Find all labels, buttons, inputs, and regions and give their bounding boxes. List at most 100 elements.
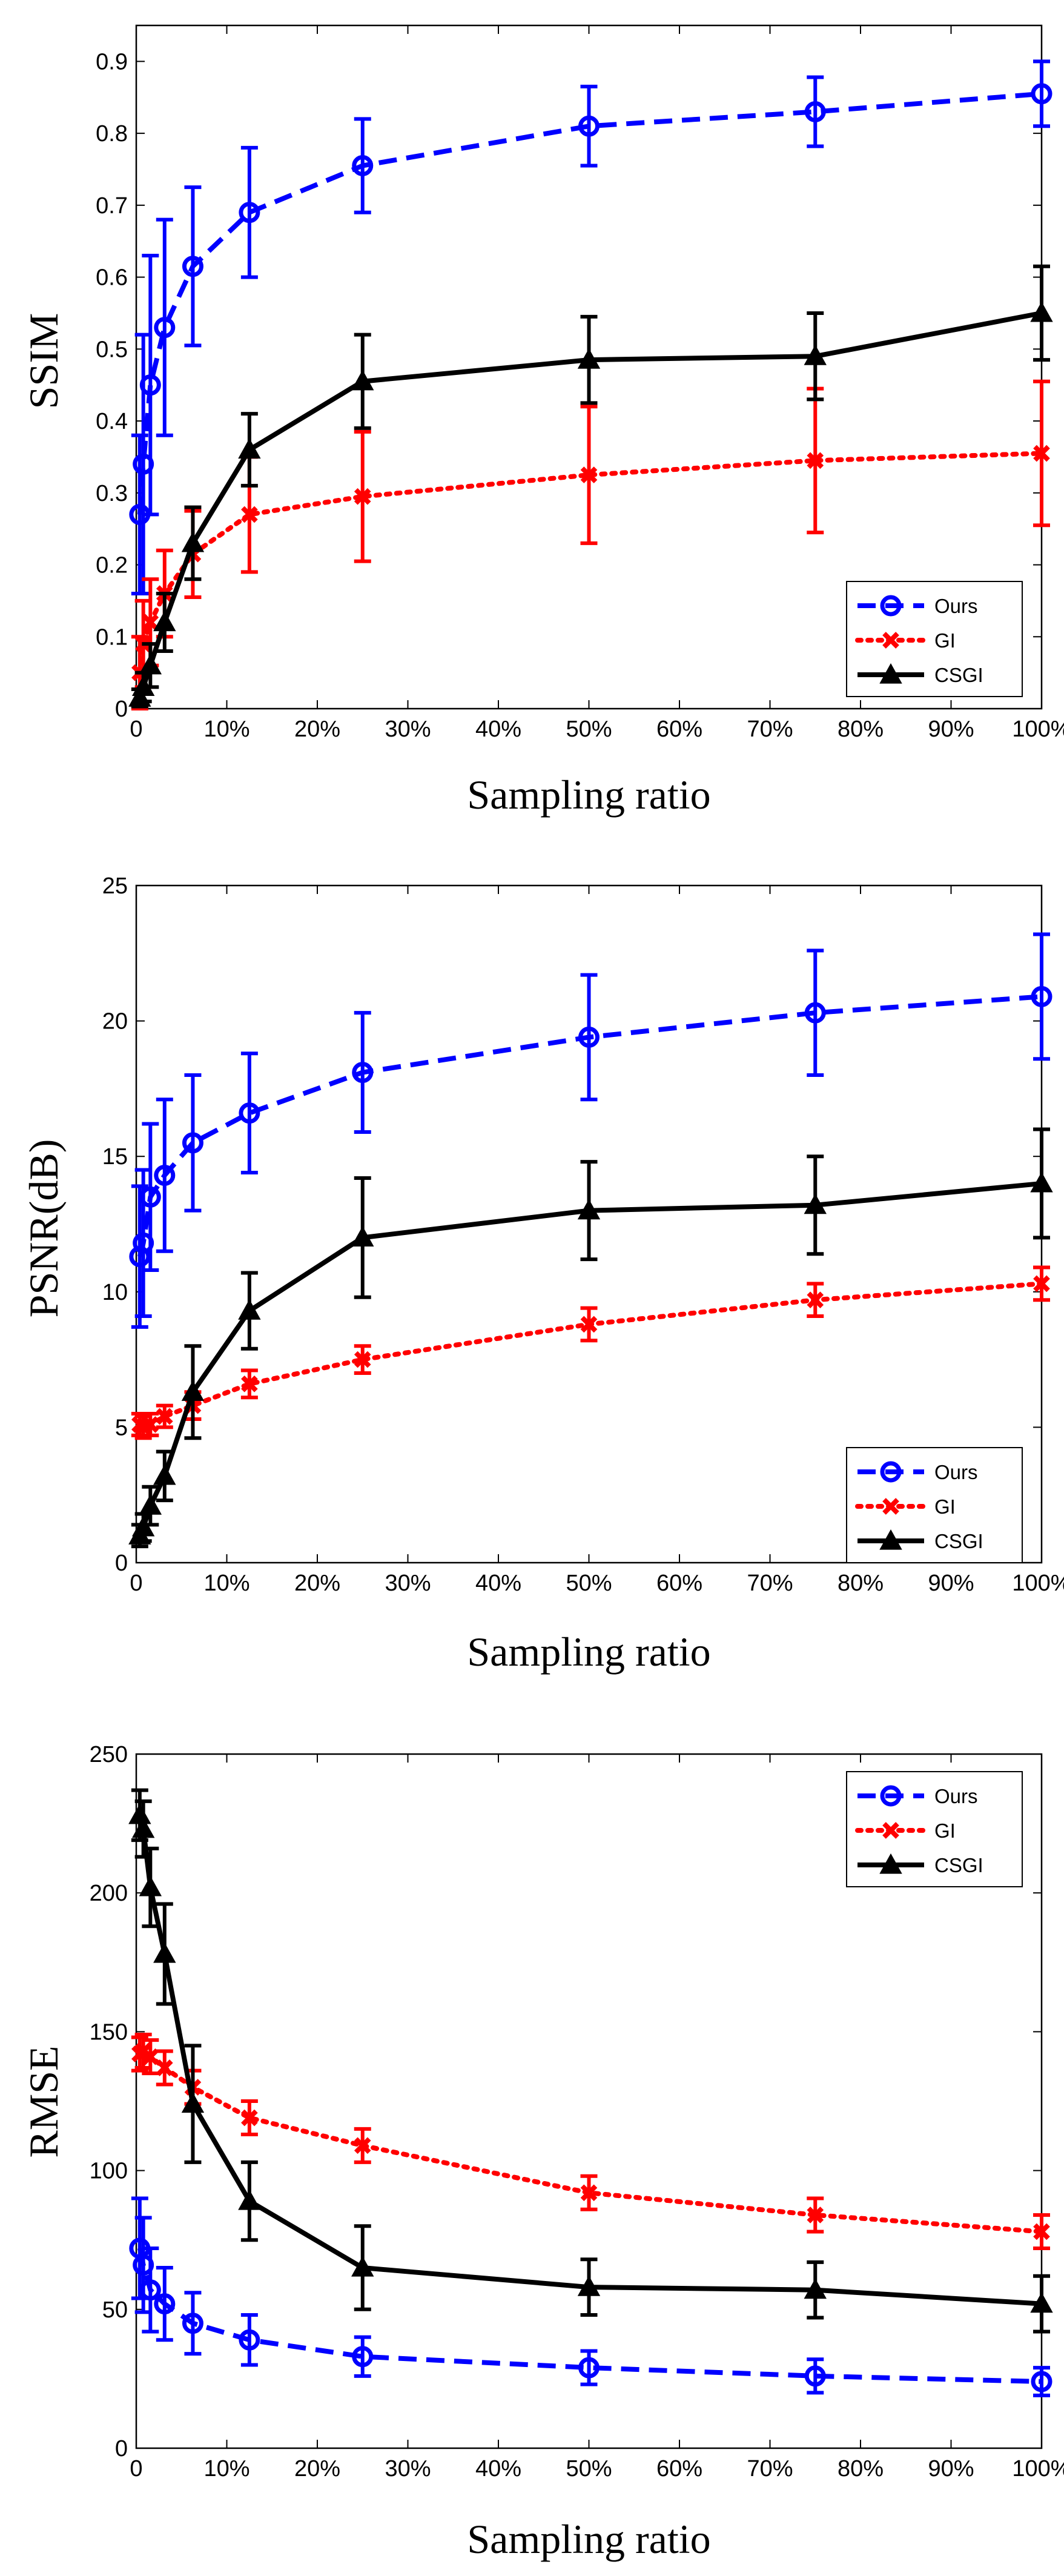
data-point bbox=[580, 2184, 598, 2202]
y-axis-label: SSIM bbox=[21, 313, 67, 409]
data-point bbox=[133, 1232, 154, 1254]
x-tick-label: 10% bbox=[203, 1571, 249, 1596]
series-line bbox=[137, 451, 1044, 675]
x-tick-label: 30% bbox=[385, 1571, 431, 1596]
legend-label: CSGI bbox=[934, 664, 983, 686]
data-point bbox=[142, 2048, 159, 2065]
x-axis-label: Sampling ratio bbox=[467, 1629, 710, 1675]
y-tick-label: 0.5 bbox=[96, 337, 128, 362]
series-csgi bbox=[128, 1127, 1053, 1549]
y-tick-label: 15 bbox=[102, 1144, 128, 1170]
y-tick-label: 0.6 bbox=[96, 265, 128, 291]
legend-label: GI bbox=[934, 1819, 956, 1842]
data-point bbox=[153, 1464, 176, 1485]
data-point bbox=[578, 115, 600, 137]
data-point bbox=[1030, 301, 1053, 322]
legend-label: GI bbox=[934, 629, 956, 652]
y-tick-label: 0 bbox=[115, 2436, 128, 2462]
x-tick-label: 50% bbox=[566, 717, 612, 742]
data-point bbox=[131, 1515, 155, 1537]
legend-marker bbox=[880, 595, 902, 617]
legend-marker bbox=[882, 1822, 899, 1839]
x-tick-label: 30% bbox=[385, 2456, 431, 2482]
series-line bbox=[137, 311, 1042, 699]
y-axis-label: RMSE bbox=[21, 2045, 67, 2157]
chart-2: 0 10% 20% 30% 40% 50% 60% 70% 80% 90% 100% 0 5 10 15 20… bbox=[21, 873, 1064, 1675]
series-line bbox=[137, 1180, 1042, 1537]
x-tick-label: 70% bbox=[747, 717, 793, 742]
series-line bbox=[137, 2248, 1042, 2384]
series-csgi bbox=[128, 264, 1053, 709]
legend-box bbox=[846, 1771, 1023, 1887]
data-point bbox=[182, 1132, 203, 1154]
data-point bbox=[153, 611, 176, 632]
legend-marker bbox=[880, 1785, 902, 1807]
x-tick-label: 60% bbox=[656, 2456, 702, 2482]
x-tick-label: 60% bbox=[656, 717, 702, 742]
data-point bbox=[154, 317, 176, 339]
series-line bbox=[137, 1281, 1044, 1430]
y-tick-label: 0.7 bbox=[96, 193, 128, 219]
x-tick-label: 50% bbox=[566, 1571, 612, 1596]
data-point bbox=[181, 1380, 205, 1401]
y-tick-label: 0 bbox=[115, 697, 128, 722]
legend-marker bbox=[879, 1853, 902, 1874]
legend-marker bbox=[880, 1461, 902, 1483]
chart-1: 0 10% 20% 30% 40% 50% 60% 70% 80% 90% 100% 0 0.1 0.2 0… bbox=[21, 24, 1064, 818]
series-line bbox=[137, 1814, 1042, 2306]
y-tick-label: 50 bbox=[102, 2297, 128, 2323]
x-tick-label: 40% bbox=[475, 717, 521, 742]
chart-3: 0 10% 20% 30% 40% 50% 60% 70% 80% 90% 100% 0 50 100 15… bbox=[21, 1742, 1064, 2562]
data-point bbox=[181, 2092, 205, 2113]
data-point bbox=[239, 2329, 260, 2351]
legend: Ours GI CSGI bbox=[846, 1447, 1023, 1563]
x-tick-label: 40% bbox=[475, 2456, 521, 2482]
x-tick-label: 80% bbox=[838, 2456, 884, 2482]
data-point bbox=[133, 453, 154, 475]
legend: Ours GI CSGI bbox=[846, 1771, 1023, 1887]
legend: Ours GI CSGI bbox=[846, 581, 1023, 697]
data-point bbox=[139, 654, 162, 675]
legend-marker bbox=[882, 1498, 899, 1515]
legend-label: Ours bbox=[934, 1461, 978, 1483]
data-point bbox=[352, 2346, 374, 2368]
series-gi bbox=[131, 1265, 1050, 1440]
x-tick-label: 40% bbox=[475, 1571, 521, 1596]
data-point bbox=[1030, 1171, 1053, 1193]
data-point bbox=[1031, 83, 1052, 105]
x-tick-label: 50% bbox=[566, 2456, 612, 2482]
data-point bbox=[128, 686, 151, 707]
data-point bbox=[241, 1376, 258, 1392]
series-line bbox=[137, 994, 1042, 1257]
x-tick-label: 70% bbox=[747, 1571, 793, 1596]
data-point bbox=[580, 466, 598, 483]
data-point bbox=[156, 1408, 173, 1425]
y-tick-label: 200 bbox=[90, 1881, 128, 1906]
x-axis-label: Sampling ratio bbox=[467, 2516, 710, 2562]
y-tick-label: 5 bbox=[115, 1415, 128, 1440]
data-point bbox=[354, 2137, 371, 2154]
series-line bbox=[137, 91, 1042, 515]
series-gi bbox=[131, 2032, 1050, 2250]
x-axis-label: Sampling ratio bbox=[467, 772, 710, 818]
data-point bbox=[154, 2293, 176, 2315]
data-point bbox=[351, 2256, 374, 2277]
data-point bbox=[139, 2279, 161, 2301]
x-tick-label: 10% bbox=[203, 2456, 249, 2482]
data-point bbox=[580, 1316, 598, 1333]
data-point bbox=[578, 1026, 600, 1048]
x-tick-label: 20% bbox=[294, 2456, 340, 2482]
data-point bbox=[577, 1199, 601, 1220]
data-point bbox=[807, 452, 824, 469]
data-point bbox=[1031, 2371, 1052, 2392]
data-point bbox=[804, 1002, 826, 1024]
y-tick-label: 0.3 bbox=[96, 481, 128, 506]
data-point bbox=[142, 1416, 159, 1433]
x-tick-label: 100% bbox=[1012, 2456, 1064, 2482]
data-point bbox=[807, 2207, 824, 2223]
x-tick-label: 20% bbox=[294, 1571, 340, 1596]
x-tick-label: 90% bbox=[928, 717, 974, 742]
legend-label: Ours bbox=[934, 1785, 978, 1807]
